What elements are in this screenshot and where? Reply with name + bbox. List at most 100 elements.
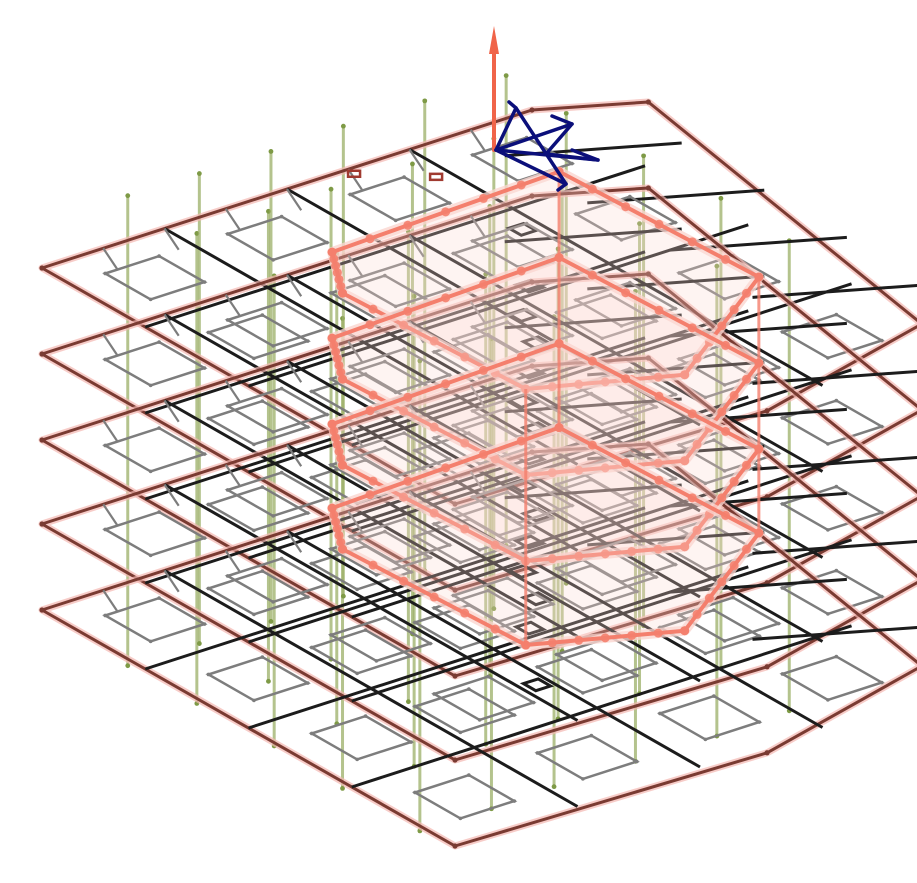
core-wall-node [332, 268, 342, 278]
core-wall-node [687, 409, 697, 419]
beam-node [402, 347, 406, 351]
beam-node [712, 438, 716, 442]
core-wall-node [516, 266, 526, 276]
beam-node [279, 300, 284, 305]
core-wall-node [621, 202, 631, 212]
core-wall-node [336, 537, 346, 547]
secondary-beam [347, 340, 364, 364]
secondary-beam [656, 694, 763, 741]
slab-corner-node [529, 107, 535, 113]
beam-node [634, 589, 639, 594]
core-wall-node [600, 633, 610, 643]
beam-node [600, 508, 604, 513]
beam-node [834, 568, 839, 573]
beam-node [363, 714, 368, 718]
core-wall-node [587, 184, 597, 194]
slab-corner-node [39, 521, 45, 527]
beam-node [703, 651, 708, 656]
column-node [405, 699, 411, 705]
beam-node [512, 713, 517, 717]
beam-node [260, 485, 265, 489]
beam-node [329, 547, 333, 551]
core-wall-node [587, 440, 597, 450]
secondary-beam [469, 301, 486, 324]
secondary-beam [347, 168, 364, 192]
core-wall-node [365, 234, 375, 244]
beam-node [634, 759, 639, 764]
secondary-beam [102, 419, 119, 443]
slab-corner-node [452, 843, 458, 849]
beam-node [279, 386, 284, 391]
column-node [196, 641, 202, 646]
beam-node [826, 356, 830, 360]
column-node [714, 263, 720, 269]
beam-node [447, 373, 452, 377]
beam-node [325, 582, 329, 587]
secondary-beam [163, 313, 180, 337]
beam-node [206, 672, 211, 677]
core-wall-node [399, 320, 409, 330]
primary-beam [351, 454, 853, 619]
beam-node [432, 350, 437, 354]
beam-node [309, 731, 314, 736]
beam-node [776, 365, 781, 370]
column-node [410, 161, 415, 167]
beam-node [497, 533, 501, 538]
beam-node [271, 514, 275, 518]
beam-node [600, 336, 604, 341]
beam-node [329, 377, 333, 381]
beam-node [447, 287, 452, 291]
beam-node [402, 261, 406, 265]
beam-node [834, 312, 839, 317]
column-node [266, 678, 271, 684]
beam-node [619, 580, 624, 584]
core-wall-node [332, 440, 342, 450]
primary-beam [504, 313, 682, 330]
column-node [328, 186, 334, 192]
secondary-beam [286, 360, 303, 383]
beam-node [374, 659, 379, 663]
core-wall-node [336, 453, 346, 463]
axis-indicator[interactable] [489, 26, 499, 152]
beam-node [628, 366, 632, 371]
beam-node [628, 280, 632, 285]
secondary-beam [469, 385, 486, 408]
beam-node [305, 595, 310, 599]
beam-node [383, 445, 387, 450]
beam-node [470, 325, 475, 329]
beam-node [497, 619, 501, 624]
secondary-beam [411, 773, 518, 820]
beam-node [600, 592, 604, 597]
core-wall-node [478, 365, 488, 375]
beam-node [505, 320, 510, 324]
slab-corner-node [764, 664, 770, 670]
core-wall-node [365, 406, 375, 416]
orientation-gizmo-icon[interactable] [494, 100, 600, 192]
beam-node [458, 730, 463, 735]
beam-node [348, 192, 353, 197]
beam-node [325, 240, 329, 245]
core-wall-node [653, 458, 663, 468]
beam-node [470, 495, 475, 499]
beam-node [260, 655, 265, 659]
beam-node [677, 613, 682, 617]
core-wall-node [547, 382, 557, 392]
beam-node [451, 593, 456, 598]
core-risers [524, 171, 761, 646]
secondary-beam [469, 471, 486, 494]
core-wall [327, 422, 764, 650]
beam-node [776, 279, 781, 284]
core-wall-node [329, 510, 339, 520]
core-wall-node [338, 544, 347, 554]
beam-node [879, 338, 884, 343]
core-wall-node [327, 247, 337, 257]
beam-node [103, 613, 108, 618]
primary-beam [752, 625, 917, 641]
slab-corner-node [529, 363, 535, 369]
beam-node [826, 442, 830, 446]
primary-beam [248, 565, 749, 730]
beam-node [673, 392, 678, 397]
secondary-beam [224, 380, 241, 403]
